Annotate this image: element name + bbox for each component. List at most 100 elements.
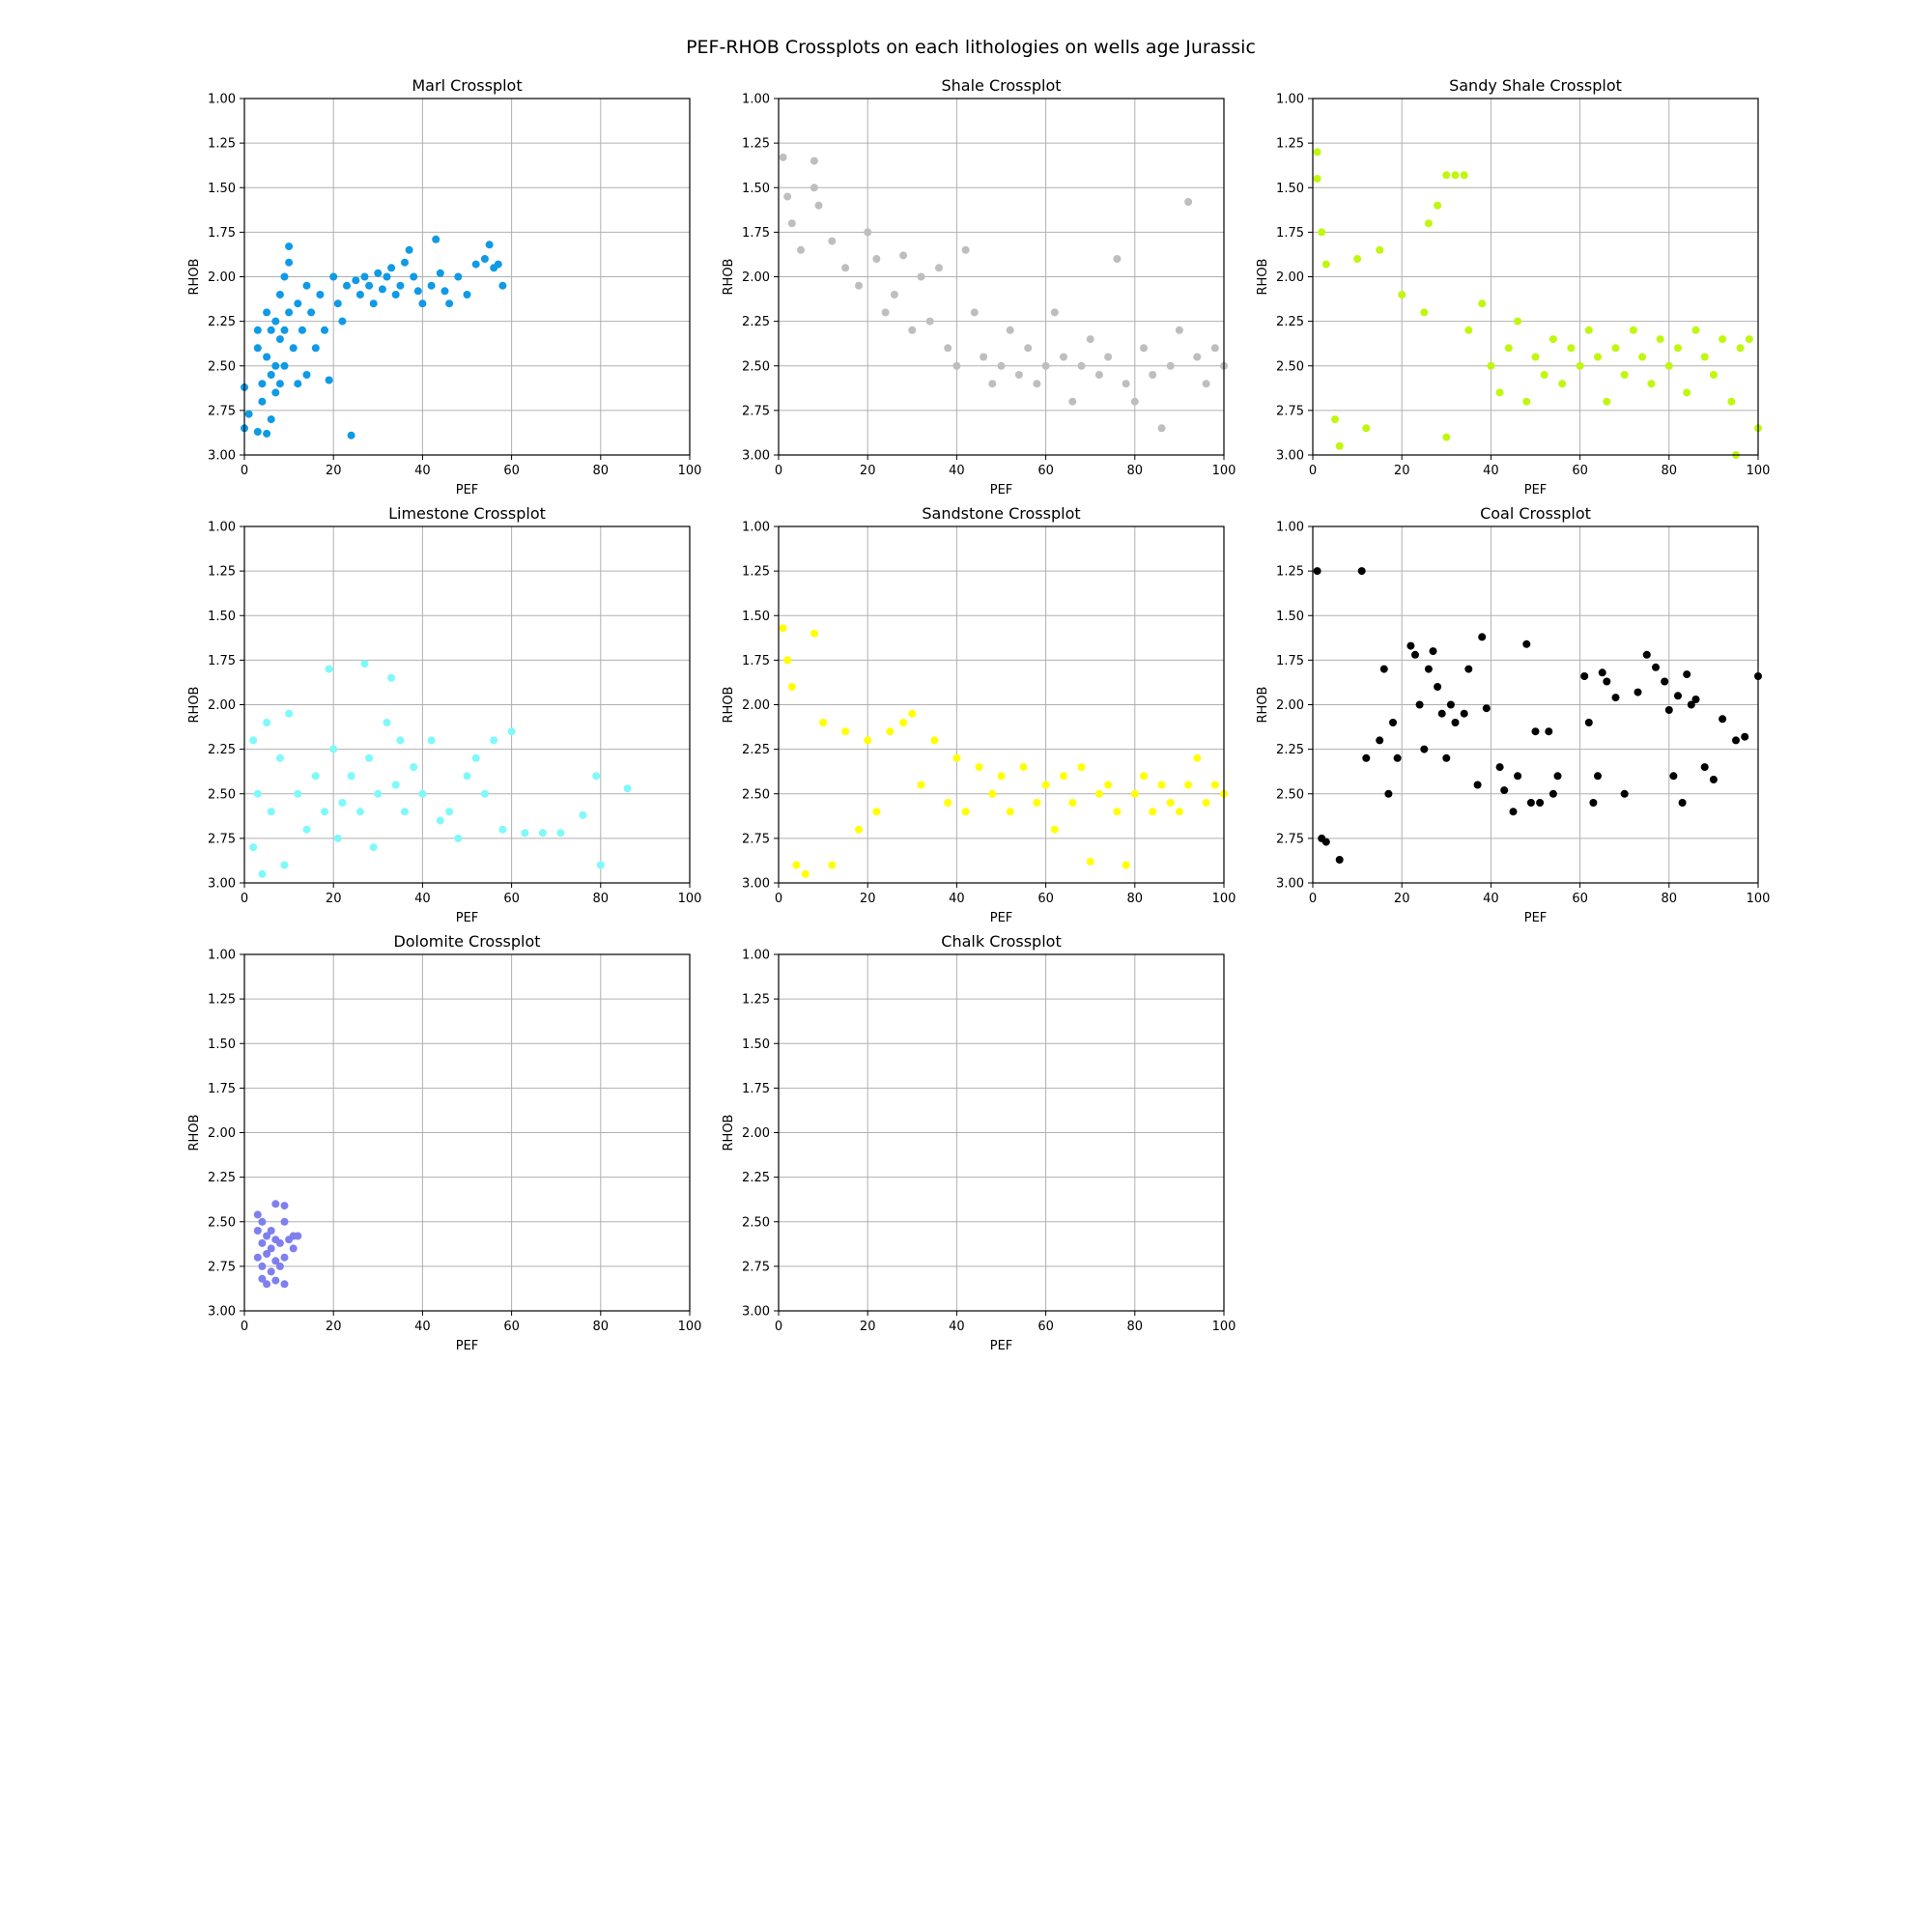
data-point (890, 291, 898, 298)
y-tick-label: 2.75 (1276, 404, 1304, 418)
data-point (1446, 700, 1455, 709)
data-point (1584, 719, 1593, 726)
data-point (1420, 308, 1429, 317)
y-tick-label: 1.75 (208, 654, 236, 668)
data-point (445, 808, 454, 816)
data-point (401, 808, 409, 816)
x-tick-label: 60 (1572, 464, 1588, 478)
data-point (1376, 736, 1384, 745)
x-tick-label: 20 (326, 892, 342, 906)
data-point (271, 1276, 280, 1285)
data-point (280, 1202, 289, 1210)
data-point (454, 272, 463, 281)
data-point (1683, 388, 1691, 397)
data-point (1019, 763, 1028, 772)
y-tick-label: 2.00 (208, 698, 236, 713)
y-tick-label: 1.00 (742, 93, 770, 107)
data-point (1473, 781, 1482, 789)
data-point (1313, 175, 1321, 183)
y-tick-label: 1.25 (208, 993, 236, 1008)
y-axis-label: RHOB (1256, 687, 1270, 724)
data-point (1647, 380, 1656, 388)
data-point (1687, 700, 1695, 709)
x-tick-label: 40 (1483, 892, 1499, 906)
data-point (1558, 380, 1567, 388)
x-axis-label: PEF (1524, 911, 1548, 925)
data-point (961, 808, 970, 816)
data-point (463, 291, 471, 298)
x-tick-label: 80 (593, 464, 610, 478)
data-point (280, 326, 289, 334)
x-axis-label: PEF (456, 911, 479, 925)
data-point (360, 660, 369, 668)
data-point (410, 763, 418, 772)
data-point (1389, 719, 1397, 726)
data-point (1478, 299, 1487, 308)
data-point (253, 789, 262, 798)
data-point (427, 281, 436, 290)
subplot-title: Sandstone Crossplot (922, 504, 1080, 523)
data-point (828, 861, 837, 869)
data-point (1580, 672, 1589, 680)
data-point (494, 260, 502, 269)
data-point (289, 344, 298, 353)
data-point (783, 656, 792, 665)
data-point (267, 415, 275, 424)
data-point (1719, 335, 1727, 344)
data-point (253, 1227, 262, 1235)
data-point (1464, 326, 1473, 334)
data-point (1442, 753, 1451, 762)
subplot-title: Shale Crossplot (942, 76, 1062, 95)
data-point (814, 201, 823, 210)
y-tick-label: 1.75 (208, 1082, 236, 1096)
data-point (440, 287, 449, 296)
data-point (997, 361, 1006, 370)
y-tick-label: 1.50 (742, 182, 770, 196)
y-tick-label: 1.75 (742, 654, 770, 668)
data-point (787, 219, 796, 228)
data-point (355, 808, 364, 816)
data-point (258, 1262, 267, 1270)
data-point (1321, 838, 1330, 846)
data-point (1736, 344, 1745, 353)
data-point (285, 258, 294, 267)
data-point (391, 291, 400, 298)
data-point (1719, 715, 1727, 724)
x-tick-label: 80 (1127, 892, 1144, 906)
x-tick-label: 40 (1483, 464, 1499, 478)
data-point (302, 371, 311, 379)
data-point (263, 1280, 271, 1289)
data-point (944, 344, 952, 353)
x-tick-label: 60 (1572, 892, 1588, 906)
y-axis-label: RHOB (187, 687, 202, 724)
data-point (1014, 371, 1023, 379)
data-point (1210, 781, 1219, 789)
data-point (1157, 781, 1166, 789)
data-point (1540, 371, 1548, 379)
data-point (1077, 763, 1086, 772)
data-point (294, 380, 302, 388)
data-point (1460, 709, 1468, 718)
data-point (360, 272, 369, 281)
data-point (355, 291, 364, 298)
data-point (1478, 633, 1487, 641)
data-point (1411, 650, 1419, 659)
data-point (267, 808, 275, 816)
y-tick-label: 2.75 (742, 1260, 770, 1274)
y-tick-label: 2.50 (208, 1215, 236, 1230)
data-point (899, 719, 908, 726)
data-point (779, 624, 787, 633)
x-tick-label: 0 (241, 892, 248, 906)
data-point (988, 789, 997, 798)
data-point (280, 861, 289, 869)
x-tick-label: 60 (1037, 464, 1054, 478)
x-axis-label: PEF (990, 1339, 1013, 1353)
data-point (396, 736, 405, 745)
data-point (1068, 397, 1077, 406)
x-tick-label: 60 (1037, 892, 1054, 906)
data-point (592, 772, 601, 781)
data-point (294, 299, 302, 308)
subplot-grid: 0 20 40 60 80 100 1.00 1.25 1.50 1.75 2.00 2.25 2.50… (187, 76, 1770, 1353)
data-point (1548, 789, 1557, 798)
data-point (1495, 388, 1504, 397)
